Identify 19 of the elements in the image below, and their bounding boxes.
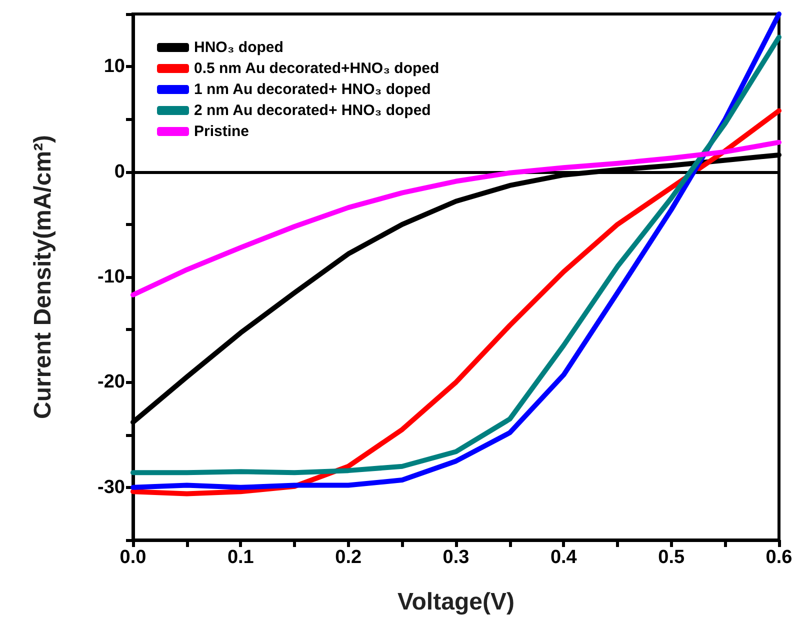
x-tick-label: 0.1 [227,547,254,568]
y-tick-label: -10 [98,266,125,288]
legend-label: HNO₃ doped [194,39,284,56]
y-tick-label: 0 [114,161,125,182]
x-axis-title: Voltage(V) [398,588,514,616]
x-tick-label: 0.6 [766,547,792,568]
legend-label: 1 nm Au decorated+ HNO₃ doped [194,81,431,98]
y-axis-title: Current Density(mA/cm²) [30,134,56,420]
legend-label: 0.5 nm Au decorated+HNO₃ doped [194,60,440,77]
x-tick-label: 0.4 [550,547,578,568]
x-tick-label: 0.5 [658,547,685,568]
y-tick-label: 10 [104,56,125,78]
x-tick-label: 0.2 [335,547,362,568]
legend-label: Pristine [194,123,250,140]
x-tick-label: 0.3 [442,547,470,568]
legend-label: 2 nm Au decorated+ HNO₃ doped [194,102,431,119]
y-tick-label: -30 [98,476,125,498]
x-tick-label: 0.0 [120,547,146,568]
y-tick-label: -20 [98,372,125,393]
